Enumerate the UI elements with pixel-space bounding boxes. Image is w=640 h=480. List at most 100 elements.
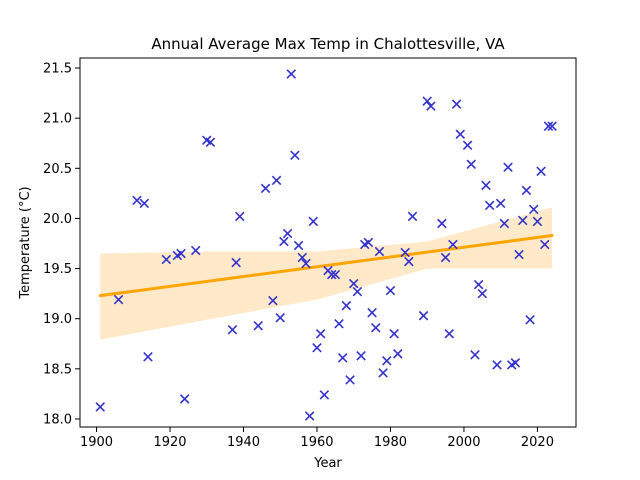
data-point [422,96,432,106]
data-point [536,166,546,177]
x-tick-label: 1900 [80,435,113,450]
data-point [260,183,271,194]
data-point [448,239,458,250]
data-point [352,286,363,297]
data-point [540,239,550,250]
data-point [253,320,263,331]
trend-line [98,233,554,298]
data-point [385,285,396,296]
data-point [297,252,308,263]
data-point [393,349,403,359]
data-point [466,159,477,170]
data-point [374,246,385,257]
data-point [367,307,377,318]
axes-frame [79,57,577,428]
data-point [205,137,216,147]
x-tick-label: 1980 [374,435,407,450]
data-point [113,294,124,305]
plot-area [95,69,557,421]
data-point [407,211,418,222]
data-point [484,200,495,211]
data-point [326,269,337,280]
data-point [345,375,355,385]
data-point [378,368,388,378]
data-point [532,216,543,227]
data-point [404,256,414,267]
data-point [143,352,153,362]
y-axis-label: Temperature (°C) [18,186,33,299]
data-point [389,328,399,339]
data-point [477,288,488,299]
data-point [312,343,322,353]
data-point [495,198,506,209]
x-axis-label: Year [313,456,342,471]
data-point [231,257,241,268]
data-point [528,204,539,215]
data-point [363,237,374,248]
data-point [356,351,366,361]
data-point [382,356,392,366]
data-point [514,249,524,260]
data-point [330,269,341,280]
data-point [517,215,528,226]
data-point [455,129,466,139]
data-point [293,240,304,251]
data-point [503,162,513,173]
chart-title: Annual Average Max Temp in Chalottesvill… [151,35,505,53]
data-point [282,228,293,239]
x-axis: 1900 1920 1940 1960 1980 2000 2020 [80,427,554,450]
y-tick-label: 18.0 [43,412,72,427]
data-point [426,101,436,111]
y-tick-label: 18.5 [43,362,72,377]
data-point [334,318,344,329]
data-point [521,185,532,196]
data-point [510,358,521,368]
data-point [301,258,311,269]
data-point [315,328,326,339]
data-point [227,324,238,335]
x-tick-label: 1920 [153,435,186,450]
data-point [543,121,554,131]
data-point [370,322,381,333]
data-point [132,195,142,206]
data-point [290,150,300,161]
data-point [341,300,352,311]
data-point [348,278,359,289]
data-point [271,175,282,186]
data-point [161,254,172,265]
data-point [308,216,319,227]
y-tick-label: 19.5 [43,262,72,277]
data-point [418,310,429,321]
x-tick-label: 2000 [447,435,480,450]
data-point [525,314,535,325]
data-point [319,390,330,400]
y-tick-label: 20.0 [43,212,72,227]
y-tick-label: 21.0 [43,112,72,127]
data-point [462,140,473,151]
data-point [547,121,557,131]
x-tick-label: 2020 [521,435,554,450]
data-point [179,394,190,404]
data-point [499,218,510,229]
y-tick-label: 19.0 [43,312,72,327]
data-point [481,180,491,191]
data-point [268,295,278,306]
data-point [440,252,451,263]
data-point [400,247,410,258]
data-point [470,350,480,360]
x-tick-label: 1960 [300,435,333,450]
y-tick-label: 21.5 [43,62,72,77]
confidence-band [100,207,553,340]
data-point [95,402,105,412]
data-point [437,218,447,229]
data-point [286,69,297,79]
x-tick-label: 1940 [227,435,260,450]
data-point [473,279,484,290]
data-point [444,328,455,339]
y-axis: 18.0 18.5 19.0 19.5 20.0 20.5 21.0 21.5 [43,62,80,427]
data-point [176,248,186,259]
data-point [279,236,289,247]
data-point [139,198,150,209]
data-point [337,353,348,363]
y-tick-label: 20.5 [43,162,72,177]
